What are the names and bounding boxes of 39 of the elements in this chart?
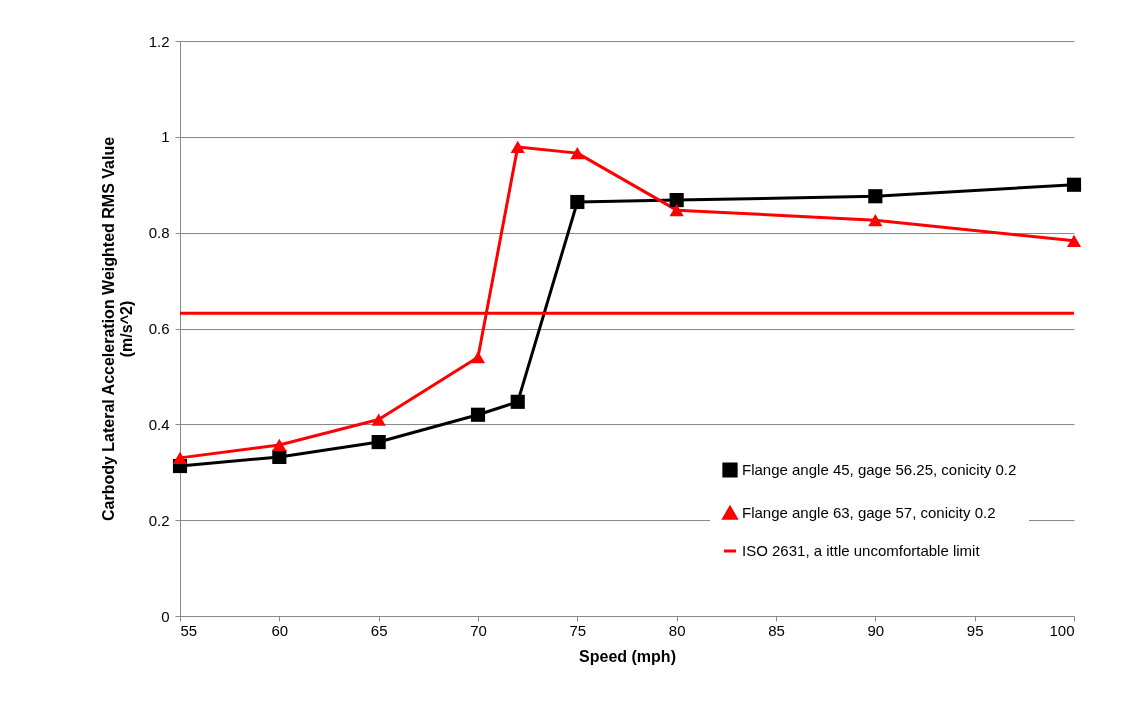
y-tick-label: 0.4: [148, 415, 170, 433]
y-tick-label: 0.8: [148, 224, 170, 242]
y-tick-label: 1: [161, 128, 170, 146]
x-tick-label: 95: [966, 621, 984, 639]
point: [570, 147, 585, 160]
y-axis-title: Carbody Lateral Acceleration Weighted RMS Value (m/s^2): [99, 136, 135, 522]
x-tick-label: 60: [271, 621, 289, 639]
legend-label: Flange angle 63, gage 57, conicity 0.2: [742, 504, 996, 521]
legend-label: ISO 2631, a ittle uncomfortable limit: [742, 542, 981, 559]
point: [510, 140, 525, 154]
point: [510, 394, 525, 409]
point: [272, 438, 287, 452]
x-tick-label: 70: [470, 621, 487, 639]
point: [868, 189, 883, 204]
point: [1066, 177, 1082, 192]
point: [868, 214, 883, 227]
y-tick-label: 0: [161, 607, 170, 625]
point: [470, 351, 486, 364]
point: [371, 434, 386, 450]
x-tick-label: 90: [867, 621, 885, 639]
x-tick-label: 85: [768, 621, 785, 639]
x-tick-label: 65: [370, 621, 388, 639]
x-axis-title: Speed (mph): [579, 647, 676, 665]
x-tick-label: 55: [180, 621, 198, 639]
y-tick-label: 1.2: [148, 32, 170, 50]
point: [172, 451, 188, 464]
x-tick-label: 80: [668, 621, 686, 639]
point: [1066, 234, 1082, 247]
point: [570, 194, 585, 210]
point: [470, 407, 486, 422]
point: [371, 413, 386, 426]
legend-label: Flange angle 45, gage 56.25, conicity 0.2: [742, 461, 1017, 478]
point: [669, 204, 684, 217]
y-tick-label: 0.2: [148, 511, 170, 529]
x-tick-label: 100: [1049, 621, 1075, 639]
x-tick-label: 75: [569, 621, 587, 639]
y-tick-label: 0.6: [148, 320, 170, 337]
point: [272, 449, 287, 464]
point: [669, 193, 684, 208]
